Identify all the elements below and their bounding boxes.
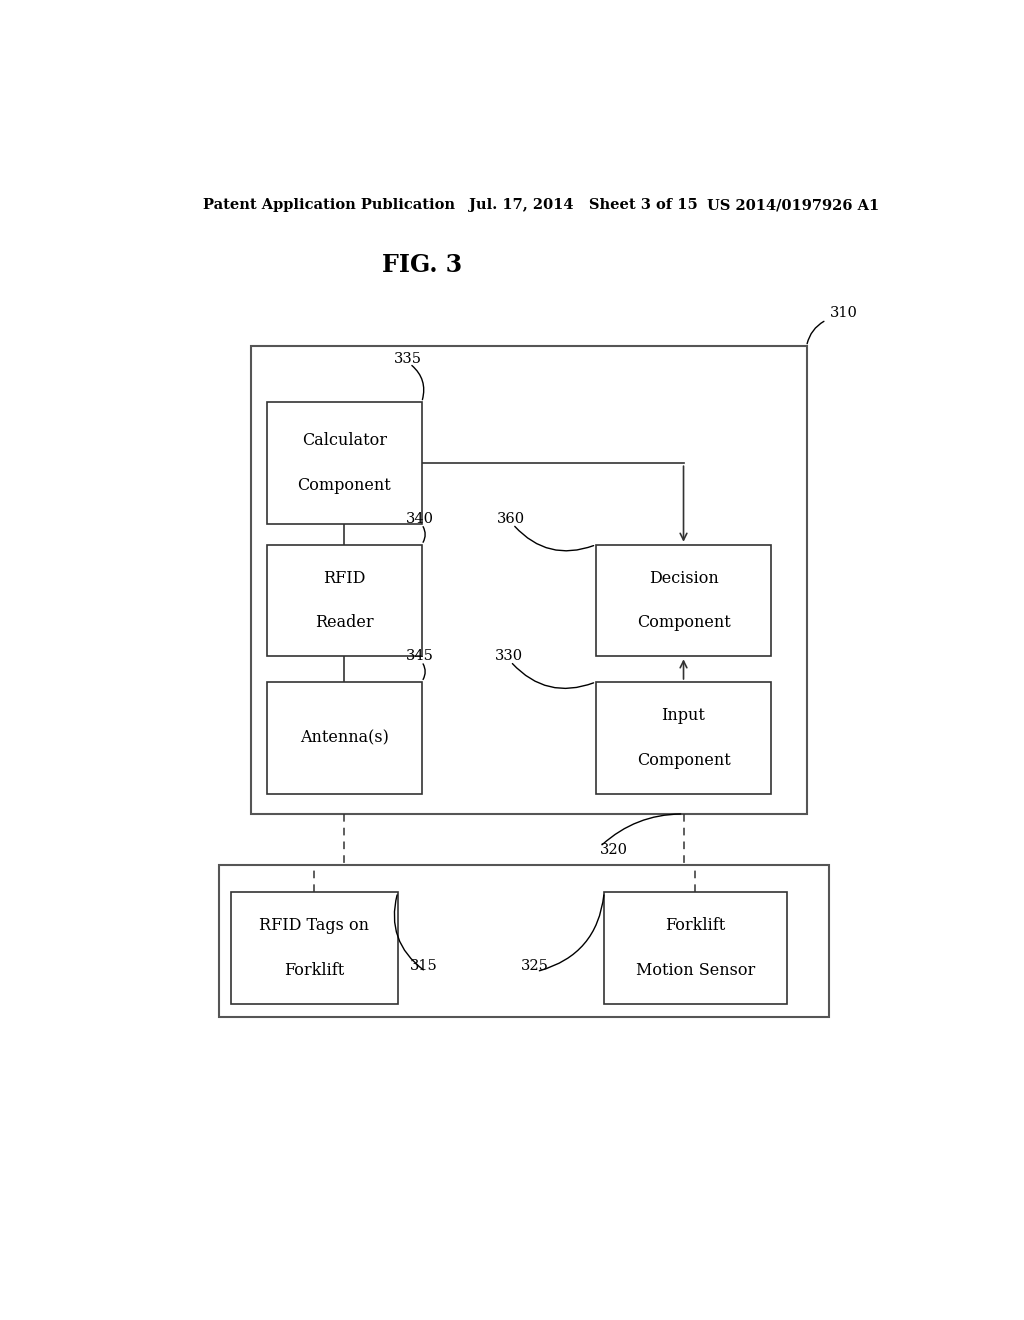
Text: 335: 335 bbox=[394, 351, 422, 366]
Bar bbox=[251, 346, 807, 814]
Text: Antenna(s): Antenna(s) bbox=[300, 729, 389, 746]
Bar bbox=[596, 682, 771, 793]
Bar bbox=[231, 892, 397, 1005]
Bar bbox=[596, 545, 771, 656]
Text: 340: 340 bbox=[406, 512, 434, 527]
Text: 315: 315 bbox=[410, 960, 437, 973]
Text: 345: 345 bbox=[406, 649, 433, 664]
Text: Component: Component bbox=[637, 751, 730, 768]
Bar bbox=[604, 892, 786, 1005]
Bar bbox=[267, 545, 422, 656]
Text: 325: 325 bbox=[521, 960, 549, 973]
Text: 320: 320 bbox=[600, 842, 628, 857]
Text: Calculator: Calculator bbox=[302, 433, 387, 449]
Text: RFID: RFID bbox=[323, 570, 366, 586]
Bar bbox=[267, 403, 422, 524]
Text: Forklift: Forklift bbox=[666, 917, 726, 935]
Bar bbox=[219, 865, 828, 1018]
Text: Component: Component bbox=[297, 478, 391, 494]
Text: Input: Input bbox=[662, 708, 706, 723]
Text: Patent Application Publication: Patent Application Publication bbox=[204, 198, 456, 213]
Text: 310: 310 bbox=[830, 306, 858, 319]
Text: Component: Component bbox=[637, 614, 730, 631]
Text: Jul. 17, 2014   Sheet 3 of 15: Jul. 17, 2014 Sheet 3 of 15 bbox=[469, 198, 698, 213]
Text: 330: 330 bbox=[495, 649, 523, 664]
Text: RFID Tags on: RFID Tags on bbox=[259, 917, 370, 935]
Bar bbox=[267, 682, 422, 793]
Text: Motion Sensor: Motion Sensor bbox=[636, 962, 755, 979]
Text: Forklift: Forklift bbox=[285, 962, 345, 979]
Text: Decision: Decision bbox=[648, 570, 719, 586]
Text: FIG. 3: FIG. 3 bbox=[382, 253, 462, 277]
Text: US 2014/0197926 A1: US 2014/0197926 A1 bbox=[708, 198, 880, 213]
Text: 360: 360 bbox=[497, 512, 525, 527]
Text: Reader: Reader bbox=[315, 614, 374, 631]
